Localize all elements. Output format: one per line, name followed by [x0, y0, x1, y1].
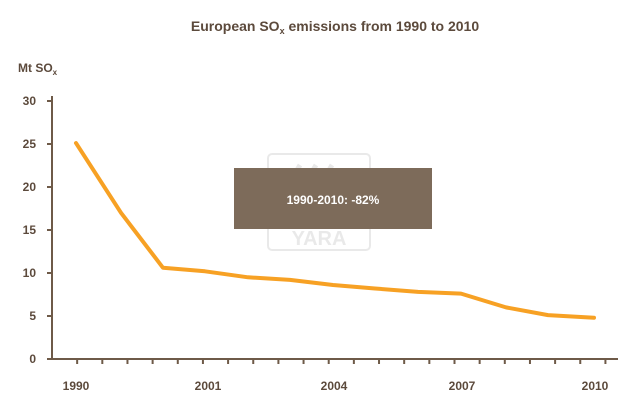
y-tick-label: 15: [23, 223, 37, 237]
y-tick-label: 20: [23, 180, 37, 194]
x-tick-label: 2010: [582, 379, 609, 393]
series-group: [74, 141, 596, 320]
x-tick-label: 2004: [321, 379, 348, 393]
watermark-text: YARA: [292, 228, 347, 250]
y-tick-label: 25: [23, 137, 37, 151]
annotation-background: [234, 168, 432, 229]
y-tick-label: 10: [23, 266, 37, 280]
y-tick-label: 5: [29, 309, 36, 323]
x-tick-label: 2007: [449, 379, 476, 393]
annotation-box: 1990-2010: -82%: [234, 168, 432, 229]
annotation-label: 1990-2010: -82%: [287, 193, 380, 207]
y-tick-label: 30: [23, 94, 37, 108]
x-ticks: 1990 2001 2004 2007 2010: [63, 359, 609, 393]
x-tick-label: 1990: [63, 379, 90, 393]
x-tick-label: 2001: [195, 379, 222, 393]
y-ticks: 0 5 10 15 20 25 30: [23, 94, 52, 366]
chart-title: European SOx emissions from 1990 to 2010: [191, 18, 479, 36]
y-tick-label: 0: [29, 352, 36, 366]
y-axis-label: Mt SOx: [18, 61, 58, 77]
